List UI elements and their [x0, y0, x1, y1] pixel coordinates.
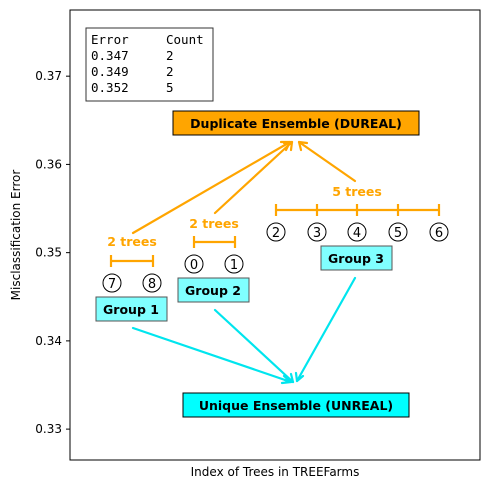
dureal-box: Duplicate Ensemble (DUREAL): [172, 110, 420, 136]
tree-index-7: 7: [108, 277, 116, 292]
group-1-bracket: [109, 255, 155, 267]
tree-marker-2: [266, 222, 286, 242]
arrowheads-to-dureal: [279, 140, 309, 152]
table-header-error: Error: [91, 32, 129, 47]
group-3: 5 trees 2 3 4 5 6 Group 3: [266, 184, 449, 271]
tree-marker-6: [429, 222, 449, 242]
tree-index-6: 6: [435, 226, 443, 241]
y-axis-label: Misclassification Error: [9, 170, 23, 301]
tree-marker-7: [102, 273, 122, 293]
tree-marker-4: [347, 222, 367, 242]
arrow-group2-to-dureal: [213, 140, 294, 215]
group-2-label: Group 2: [185, 283, 241, 298]
arrows-to-unreal: [131, 276, 357, 384]
arrow-group2-to-unreal: [213, 308, 295, 384]
tree-marker-8: [142, 273, 162, 293]
table-header-count: Count: [166, 32, 204, 47]
arrow-group3-to-unreal: [295, 276, 357, 383]
group-3-label: Group 3: [328, 251, 384, 266]
arrowhead-orange-2: [282, 140, 294, 152]
arrow-group1-to-dureal: [131, 140, 292, 235]
group-2-label-box: [177, 277, 250, 303]
y-tick-label: 0.35: [35, 246, 62, 260]
group-1-tree-count: 2 trees: [107, 234, 157, 249]
tree-index-4: 4: [353, 226, 361, 241]
group-2-tree-count: 2 trees: [189, 216, 239, 231]
arrow-group3-to-dureal: [297, 140, 357, 183]
group-2-trees: 0 1: [184, 254, 244, 274]
group-3-label-box: [320, 245, 393, 271]
tree-index-1: 1: [230, 258, 238, 273]
table-cell-error-2: 0.349: [91, 64, 129, 79]
dureal-box-label: Duplicate Ensemble (DUREAL): [190, 116, 402, 131]
y-axis-ticks: 0.33 0.34 0.35 0.36 0.37: [35, 69, 70, 436]
table-cell-count-1: 2: [166, 48, 174, 63]
group-1-label: Group 1: [103, 302, 159, 317]
arrowhead-orange-3: [297, 140, 309, 152]
table-cell-error-3: 0.352: [91, 80, 129, 95]
tree-index-5: 5: [394, 226, 402, 241]
y-tick-label: 0.33: [35, 422, 62, 436]
group-2: 2 trees 0 1 Group 2: [177, 216, 250, 303]
tree-index-3: 3: [313, 226, 321, 241]
tree-index-2: 2: [272, 226, 280, 241]
tree-marker-5: [388, 222, 408, 242]
y-tick-label: 0.36: [35, 157, 62, 171]
table-cell-count-2: 2: [166, 64, 174, 79]
group-1-trees: 7 8: [102, 273, 162, 293]
tree-index-0: 0: [190, 258, 198, 273]
error-count-table: Error Count 0.347 2 0.349 2 0.352 5: [85, 27, 214, 102]
unreal-box-label: Unique Ensemble (UNREAL): [199, 398, 393, 413]
group-3-tree-count: 5 trees: [332, 184, 382, 199]
arrowhead-cyan-3: [294, 371, 305, 383]
group-1: 2 trees 7 8 Group 1: [95, 234, 168, 322]
dureal-box-frame: [172, 110, 420, 136]
tree-marker-1: [224, 254, 244, 274]
y-tick-label: 0.34: [35, 334, 62, 348]
table-frame: [85, 27, 214, 102]
tree-marker-0: [184, 254, 204, 274]
group-2-bracket: [192, 236, 237, 248]
tree-marker-3: [307, 222, 327, 242]
group-3-bracket: [274, 204, 441, 216]
unreal-box: Unique Ensemble (UNREAL): [182, 392, 410, 418]
arrows-to-dureal: [131, 140, 357, 235]
unreal-box-frame: [182, 392, 410, 418]
table-cell-error-1: 0.347: [91, 48, 129, 63]
group-1-label-box: [95, 296, 168, 322]
arrowheads-to-unreal: [280, 371, 305, 385]
x-axis-label: Index of Trees in TREEFarms: [191, 465, 360, 479]
tree-index-8: 8: [148, 277, 156, 292]
arrow-group1-to-unreal: [131, 326, 293, 384]
group-3-trees: 2 3 4 5 6: [266, 222, 449, 242]
y-tick-label: 0.37: [35, 69, 62, 83]
table-cell-count-3: 5: [166, 80, 174, 95]
arrowhead-cyan-2: [283, 372, 295, 384]
